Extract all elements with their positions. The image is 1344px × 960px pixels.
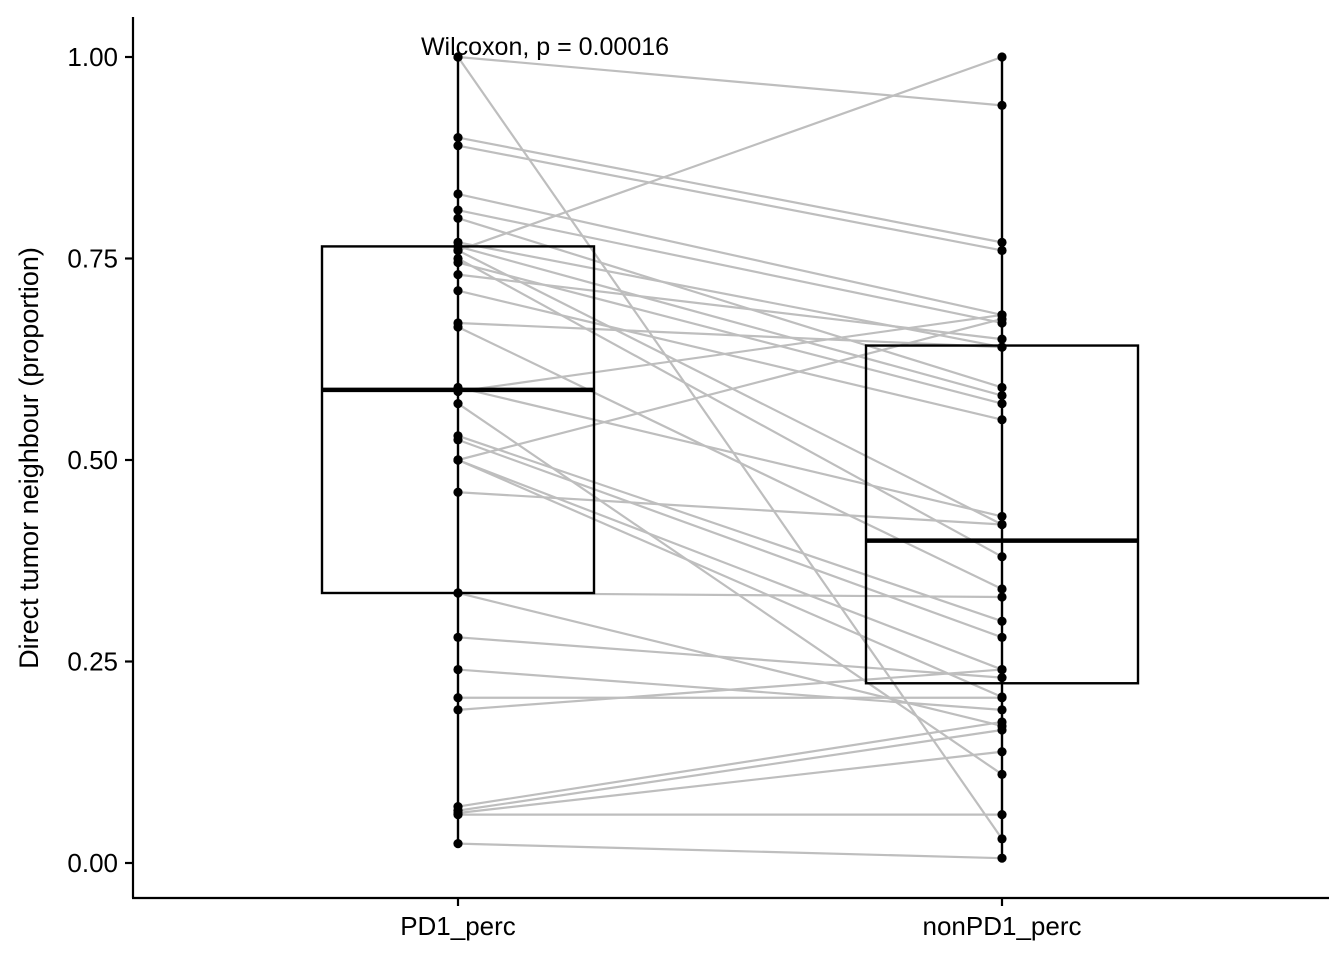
- point-nonpd1-14: [997, 415, 1007, 425]
- point-pd1-35: [453, 810, 463, 820]
- pair-line-3: [457, 144, 1003, 252]
- point-nonpd1-13: [997, 334, 1007, 344]
- pair-line-7: [457, 241, 1003, 349]
- y-tick-label-1: 0.25: [67, 647, 118, 677]
- pair-line-5: [457, 209, 1003, 325]
- point-pd1-36: [453, 839, 463, 849]
- point-nonpd1-22: [997, 314, 1007, 324]
- axes: [131, 17, 1329, 900]
- point-nonpd1-26: [997, 592, 1007, 602]
- y-axis-title: Direct tumor neighbour (proportion): [14, 247, 44, 669]
- point-nonpd1-19: [997, 769, 1007, 779]
- point-pd1-6: [453, 213, 463, 223]
- point-pd1-4: [453, 189, 463, 199]
- point-nonpd1-16: [997, 584, 1007, 594]
- point-pd1-14: [453, 286, 463, 296]
- point-nonpd1-28: [997, 673, 1007, 683]
- point-pd1-12: [453, 257, 463, 268]
- point-nonpd1-3: [997, 245, 1007, 256]
- point-pd1-2: [453, 133, 463, 143]
- point-nonpd1-36: [997, 853, 1007, 863]
- point-nonpd1-32: [997, 717, 1007, 727]
- axis-ticks: 0.00 0.25 0.50 0.75 1.00 PD1_perc nonPD1_perc: [67, 42, 1081, 941]
- point-nonpd1-17: [997, 511, 1007, 522]
- point-pd1-27: [453, 588, 463, 598]
- point-pd1-28: [453, 632, 463, 642]
- y-tick-label-2: 0.50: [67, 445, 118, 475]
- point-nonpd1-31: [997, 664, 1007, 675]
- point-pd1-18: [453, 386, 463, 397]
- point-nonpd1-34: [997, 747, 1007, 757]
- pair-line-21: [457, 438, 1003, 639]
- pair-line-4: [457, 192, 1003, 316]
- point-nonpd1-15: [997, 342, 1007, 352]
- pair-line-25: [457, 491, 1003, 526]
- point-pd1-10: [453, 245, 463, 256]
- wilcoxon-annotation: Wilcoxon, p = 0.00016: [421, 33, 669, 61]
- point-nonpd1-33: [997, 725, 1007, 735]
- pair-line-24: [457, 458, 1003, 698]
- pair-line-27: [457, 591, 1003, 728]
- pair-line-33: [457, 728, 1003, 812]
- point-nonpd1-8: [997, 390, 1007, 401]
- pair-line-2: [457, 136, 1003, 244]
- pair-line-11: [457, 257, 1003, 558]
- point-nonpd1-25: [997, 519, 1007, 530]
- point-pd1-31: [453, 705, 463, 715]
- point-nonpd1-29: [997, 705, 1007, 715]
- point-nonpd1-0: [997, 100, 1007, 110]
- pair-line-32: [457, 720, 1003, 808]
- point-pd1-3: [453, 141, 463, 151]
- pair-line-14: [457, 289, 1003, 421]
- point-nonpd1-6: [997, 382, 1007, 393]
- point-pd1-19: [453, 398, 463, 409]
- pair-line-8: [457, 245, 1003, 397]
- pair-line-23: [457, 458, 1003, 671]
- y-tick-label-3: 0.75: [67, 244, 118, 274]
- x-tick-label-PD1_perc: PD1_perc: [400, 911, 516, 941]
- pair-line-36: [457, 842, 1003, 860]
- pair-line-19: [457, 402, 1003, 776]
- pair-line-20: [457, 434, 1003, 623]
- point-pd1-13: [453, 270, 463, 280]
- point-pd1-25: [453, 487, 463, 497]
- data-points: [453, 52, 1007, 863]
- point-nonpd1-1: [997, 834, 1007, 844]
- pair-line-18: [457, 313, 1003, 393]
- point-pd1-21: [453, 435, 463, 445]
- point-pd1-24: [453, 455, 463, 465]
- point-pd1-1: [453, 52, 463, 62]
- point-nonpd1-21: [997, 632, 1007, 642]
- pair-line-1: [457, 56, 1003, 840]
- point-nonpd1-20: [997, 616, 1007, 626]
- pair-line-0: [457, 55, 1003, 107]
- pair-line-34: [457, 750, 1003, 815]
- y-tick-label-0: 0.00: [67, 848, 118, 878]
- point-nonpd1-35: [997, 810, 1007, 820]
- point-nonpd1-30: [997, 693, 1007, 703]
- paired-lines: [457, 55, 1003, 860]
- pair-line-31: [457, 668, 1003, 711]
- pair-line-10: [457, 249, 1003, 526]
- point-nonpd1-9: [997, 52, 1007, 62]
- pair-line-16: [457, 326, 1003, 590]
- y-tick-label-4: 1.00: [67, 42, 118, 72]
- point-pd1-29: [453, 664, 463, 675]
- pair-line-17: [457, 386, 1003, 518]
- pair-line-22: [457, 317, 1003, 462]
- x-tick-label-nonPD1_perc: nonPD1_perc: [923, 911, 1082, 941]
- point-nonpd1-11: [997, 552, 1007, 562]
- point-pd1-5: [453, 205, 463, 215]
- point-nonpd1-12: [997, 398, 1007, 409]
- pair-line-28: [457, 636, 1003, 679]
- point-nonpd1-2: [997, 237, 1007, 247]
- point-pd1-16: [453, 322, 463, 332]
- pair-line-9: [457, 55, 1003, 252]
- point-pd1-30: [453, 693, 463, 703]
